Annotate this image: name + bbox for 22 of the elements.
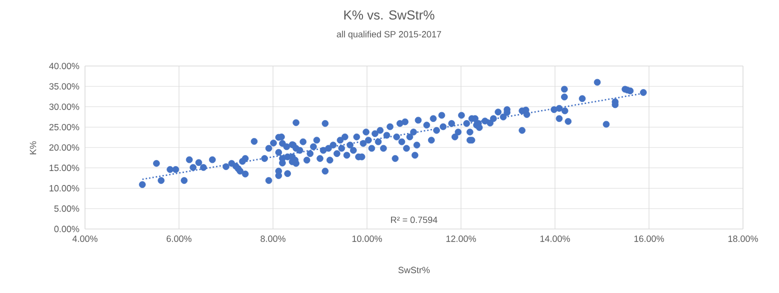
- x-tick-label: 18.00%: [728, 236, 758, 242]
- x-tick-label: 8.00%: [260, 236, 286, 242]
- y-tick-label: 40.00%: [49, 62, 80, 70]
- x-tick-label: 4.00%: [72, 236, 98, 242]
- y-axis-title: K%: [30, 141, 36, 154]
- y-tick-label: 15.00%: [50, 164, 80, 172]
- y-tick-label: 20.00%: [49, 144, 80, 151]
- x-axis-title: SwStr%: [398, 266, 430, 274]
- annotation: R² = 0.7594: [391, 216, 438, 224]
- chart-title: K% vs. SwStr%: [344, 10, 434, 20]
- x-tick-label: 6.00%: [166, 236, 192, 242]
- chart-subtitle: all qualified SP 2015-2017: [336, 30, 442, 40]
- x-tick-label: 10.00%: [352, 236, 382, 242]
- x-tick-label: 12.00%: [446, 236, 476, 242]
- y-tick-label: 35.00%: [49, 83, 80, 90]
- y-tick-label: 30.00%: [49, 104, 80, 110]
- y-tick-label: 10.00%: [50, 185, 80, 192]
- y-tick-label: 0.00%: [54, 226, 80, 232]
- y-tick-label: 5.00%: [54, 205, 80, 212]
- x-tick-label: 14.00%: [540, 236, 570, 242]
- y-tick-label: 25.00%: [49, 124, 80, 130]
- x-tick-label: 16.00%: [634, 236, 664, 242]
